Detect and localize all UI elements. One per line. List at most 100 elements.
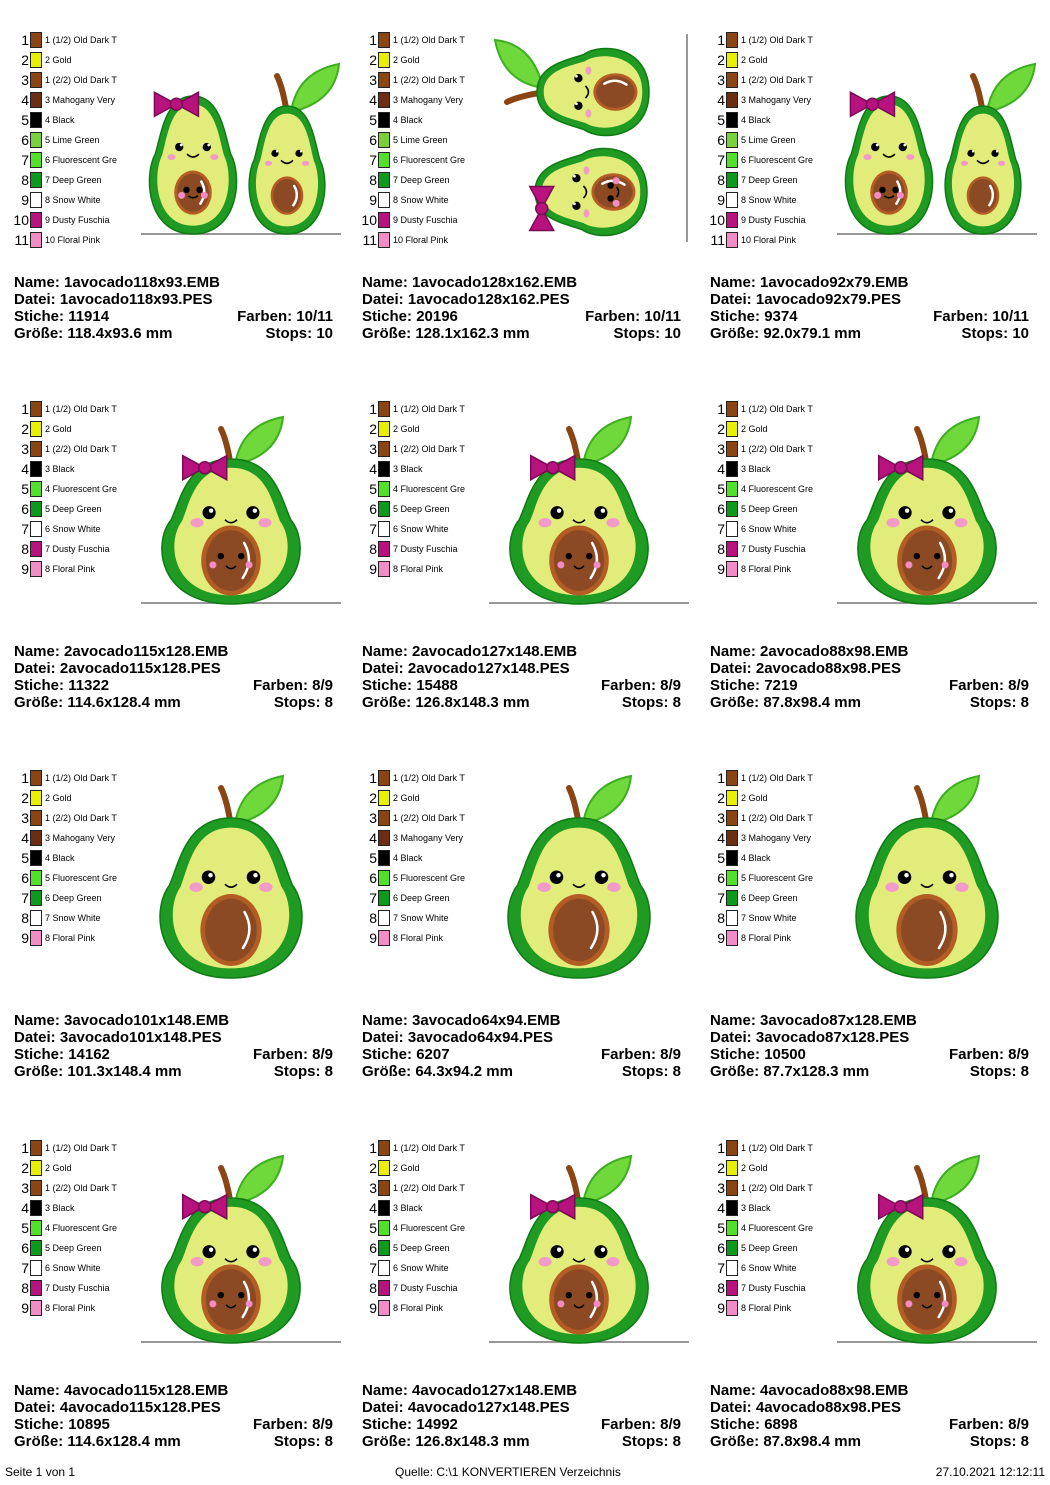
color-swatch — [378, 132, 390, 148]
thread-color-row: 2 2 Gold — [348, 1158, 478, 1178]
bow-knot — [534, 201, 549, 216]
design-size: 101.3x148.4 mm — [67, 1063, 182, 1080]
thread-color-row: 9 8 Floral Pink — [348, 1298, 478, 1318]
stitch-count: 11914 — [68, 308, 110, 325]
thread-name: 5 Deep Green — [741, 504, 798, 514]
thread-color-row: 11 10 Floral Pink — [696, 230, 826, 250]
eye-shine — [253, 872, 258, 878]
design-artwork — [831, 30, 1043, 245]
thread-name: 8 Floral Pink — [45, 564, 96, 574]
thread-color-row: 3 1 (2/2) Old Dark T — [348, 1178, 478, 1198]
thread-color-row: 4 3 Black — [348, 459, 478, 479]
name-label: Name: — [710, 1012, 756, 1029]
color-swatch — [378, 561, 390, 577]
thread-name: 6 Deep Green — [741, 893, 798, 903]
color-step-number: 6 — [369, 501, 377, 517]
thread-name: 1 (2/2) Old Dark T — [741, 75, 813, 85]
size-label: Größe: — [14, 325, 64, 342]
color-step-number: 1 — [21, 401, 29, 417]
info-line: Stiche: 11322 Farben: 8/9 — [14, 677, 333, 694]
design-size-group: Größe: 87.7x128.3 mm — [710, 1063, 869, 1080]
thread-color-row: 1 1 (1/2) Old Dark T — [0, 768, 130, 788]
thread-color-row: 7 6 Snow White — [348, 1258, 478, 1278]
thread-color-row: 8 7 Snow White — [348, 908, 478, 928]
color-swatch — [30, 810, 42, 826]
color-swatch — [726, 830, 738, 846]
thread-color-row: 7 6 Fluorescent Gre — [348, 150, 478, 170]
color-step-number: 5 — [369, 850, 377, 866]
thread-color-row: 3 1 (2/2) Old Dark T — [348, 808, 478, 828]
thread-color-row: 1 1 (1/2) Old Dark T — [696, 30, 826, 50]
bow-left — [529, 454, 555, 481]
eye-shine — [299, 150, 303, 153]
color-step-number: 1 — [717, 770, 725, 786]
smile — [572, 519, 586, 524]
color-step-number: 1 — [717, 1140, 725, 1156]
seed-cheek — [245, 561, 253, 569]
design-size-group: Größe: 126.8x148.3 mm — [362, 694, 530, 711]
avocado-girl — [148, 91, 238, 235]
thread-color-row: 6 5 Lime Green — [696, 130, 826, 150]
color-step-number: 9 — [21, 561, 29, 577]
cheek — [264, 160, 272, 166]
cheek — [190, 517, 204, 528]
info-line: Name: 2avocado127x148.EMB — [362, 643, 681, 660]
design-info: Name: 2avocado127x148.EMB Datei: 2avocado… — [362, 643, 681, 711]
color-count-group: Farben: 8/9 — [601, 1416, 681, 1433]
eye — [246, 1245, 260, 1259]
design-size-group: Größe: 114.6x128.4 mm — [14, 1433, 181, 1450]
stop-count-group: Stops: 10 — [613, 325, 681, 342]
thread-color-row: 6 5 Lime Green — [348, 130, 478, 150]
leaf — [289, 62, 341, 114]
thread-color-row: 2 2 Gold — [348, 419, 478, 439]
color-step-number: 2 — [717, 52, 725, 68]
bow-knot — [197, 1199, 212, 1214]
color-swatch — [30, 561, 42, 577]
design-file-group: Datei: 3avocado64x94.PES — [362, 1029, 553, 1046]
color-count-group: Farben: 8/9 — [253, 1416, 333, 1433]
thread-color-row: 4 3 Mahogany Very — [348, 828, 478, 848]
design-artwork — [831, 1138, 1043, 1353]
design-name: 3avocado64x94.EMB — [412, 1012, 561, 1029]
avocado-figure — [161, 415, 301, 605]
thread-name: 8 Floral Pink — [393, 1303, 444, 1313]
thread-color-list: 1 1 (1/2) Old Dark T 2 2 Gold 3 1 (2/2) Old D… — [0, 1138, 130, 1318]
thread-color-row: 4 3 Mahogany Very — [696, 90, 826, 110]
color-count: 8/9 — [1008, 1046, 1029, 1063]
color-step-number: 6 — [21, 501, 29, 517]
bow-left — [877, 454, 903, 481]
print-timestamp: 27.10.2021 12:12:11 — [935, 1465, 1045, 1479]
design-file-group: Datei: 3avocado101x148.PES — [14, 1029, 222, 1046]
file-label: Datei: — [362, 1399, 404, 1416]
thread-color-row: 10 9 Dusty Fuschia — [0, 210, 130, 230]
stitches-label: Stiche: — [362, 308, 413, 325]
cheek — [863, 154, 872, 161]
design-name: 3avocado101x148.EMB — [64, 1012, 230, 1029]
stitches-label: Stiche: — [14, 1046, 65, 1063]
avocado-lower — [528, 147, 648, 237]
eye — [202, 1245, 216, 1259]
thread-name: 6 Fluorescent Gre — [393, 155, 466, 165]
color-swatch — [726, 132, 738, 148]
thread-name: 2 Gold — [393, 1163, 420, 1173]
avocado-figure — [509, 415, 649, 605]
thread-color-row: 5 4 Fluorescent Gre — [0, 1218, 130, 1238]
cheek — [189, 882, 203, 892]
info-line: Stiche: 7219 Farben: 8/9 — [710, 677, 1029, 694]
seed-eye — [586, 552, 593, 560]
color-step-number: 3 — [369, 72, 377, 88]
info-line: Datei: 1avocado92x79.PES — [710, 291, 1029, 308]
thread-color-row: 4 3 Mahogany Very — [0, 828, 130, 848]
color-step-number: 3 — [369, 1180, 377, 1196]
thread-color-row: 1 1 (1/2) Old Dark T — [0, 399, 130, 419]
info-line: Datei: 4avocado115x128.PES — [14, 1399, 333, 1416]
color-step-number: 6 — [21, 1240, 29, 1256]
thread-color-row: 9 8 Snow White — [348, 190, 478, 210]
design-name-group: Name: 2avocado127x148.EMB — [362, 643, 577, 660]
smile — [920, 519, 934, 524]
colors-label: Farben: — [948, 1416, 1004, 1433]
design-file-group: Datei: 1avocado92x79.PES — [710, 291, 901, 308]
bow-left — [528, 206, 555, 232]
color-step-number: 5 — [21, 481, 29, 497]
thread-name: 7 Dusty Fuschia — [45, 544, 110, 554]
